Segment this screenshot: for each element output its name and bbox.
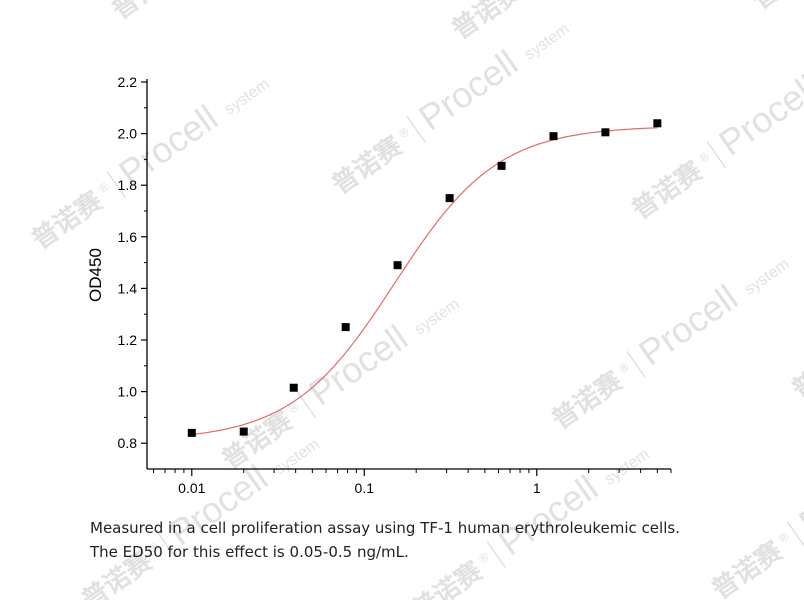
caption-line-2: The ED50 for this effect is 0.05-0.5 ng/… bbox=[90, 543, 409, 561]
y-tick-label: 1.8 bbox=[118, 177, 138, 193]
y-axis-label: OD450 bbox=[86, 248, 105, 302]
x-tick-label: 1 bbox=[533, 480, 541, 496]
data-point bbox=[497, 161, 506, 170]
data-point bbox=[549, 132, 558, 141]
watermark-divider bbox=[626, 350, 646, 378]
data-point bbox=[239, 427, 248, 436]
caption-line-1: Measured in a cell proliferation assay u… bbox=[90, 519, 680, 537]
data-point bbox=[341, 323, 350, 332]
x-tick-label: 0.01 bbox=[178, 480, 205, 496]
data-point bbox=[653, 119, 662, 128]
watermark-divider bbox=[156, 530, 176, 558]
y-tick-label: 2.2 bbox=[118, 74, 138, 90]
data-point bbox=[601, 128, 610, 137]
axes bbox=[146, 79, 671, 470]
watermark-divider bbox=[296, 390, 316, 418]
y-tick-label: 1.2 bbox=[118, 332, 138, 348]
watermark-divider bbox=[486, 540, 506, 568]
fit-curve bbox=[191, 127, 658, 436]
watermark-divider bbox=[706, 140, 726, 168]
watermark-divider bbox=[406, 115, 426, 143]
y-tick-label: 1.4 bbox=[118, 280, 138, 296]
watermark-divider bbox=[786, 520, 804, 548]
y-tick-label: 0.8 bbox=[118, 435, 138, 451]
y-tick-label: 2.0 bbox=[118, 126, 138, 142]
y-tick-label: 1.0 bbox=[118, 384, 138, 400]
watermark-divider bbox=[106, 170, 126, 198]
data-point bbox=[289, 383, 298, 392]
data-point bbox=[187, 428, 196, 437]
data-point bbox=[445, 194, 454, 203]
data-point bbox=[393, 261, 402, 270]
x-tick-label: 0.1 bbox=[355, 480, 375, 496]
data-points bbox=[187, 119, 662, 437]
y-tick-label: 1.6 bbox=[118, 229, 138, 245]
ticks: 0.8 1.0 1.2 1.4 1.6 1.8 2.0 2.2 0.01 0.1 1 bbox=[118, 74, 672, 496]
